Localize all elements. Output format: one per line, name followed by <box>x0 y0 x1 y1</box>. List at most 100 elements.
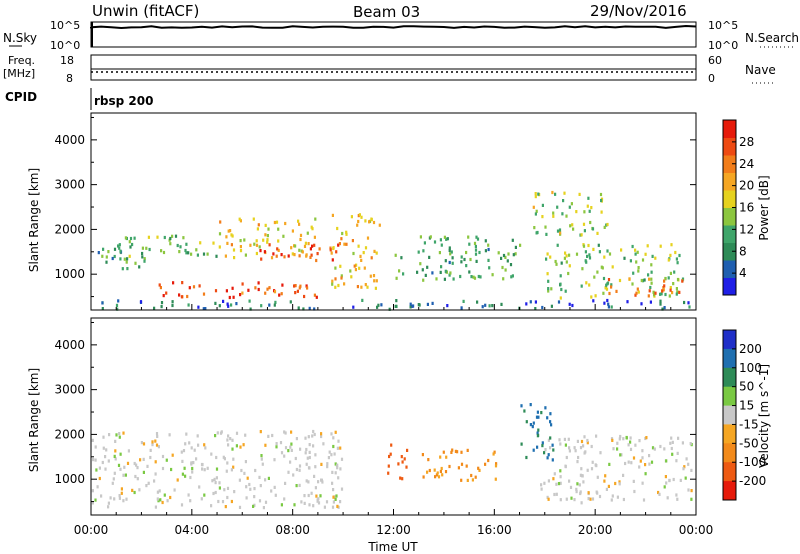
power-cell <box>546 252 549 256</box>
power-cell <box>529 300 532 304</box>
power-cell <box>249 243 252 247</box>
velocity-cell <box>389 452 392 456</box>
velocity-cell <box>590 444 593 449</box>
power-cell <box>179 245 182 249</box>
velocity-cell <box>604 474 607 478</box>
power-cell <box>532 205 535 209</box>
power-cell <box>280 292 283 296</box>
velocity-cell <box>618 480 621 484</box>
velocity-cell <box>283 454 286 458</box>
x-tick-label: 00:00 <box>679 523 714 537</box>
velocity-cell <box>300 500 303 504</box>
power-cell <box>585 281 588 285</box>
power-cell <box>214 301 217 305</box>
velocity-cell <box>541 441 544 445</box>
power-cell <box>290 246 293 250</box>
power-cell <box>232 248 236 252</box>
power-cell <box>514 252 517 256</box>
power-cell <box>641 258 645 262</box>
power-cell <box>673 270 676 274</box>
velocity-cell <box>565 497 568 501</box>
power-cell <box>660 292 663 296</box>
velocity-cell <box>244 433 247 437</box>
velocity-cell <box>204 446 207 450</box>
nave-tick-bottom: 0 <box>708 72 715 85</box>
power-cell <box>294 291 297 295</box>
velocity-cell <box>551 458 554 462</box>
velocity-cell <box>189 499 192 503</box>
power-cell <box>331 213 334 217</box>
power-cell <box>534 212 537 216</box>
power-cell <box>469 257 472 262</box>
power-cell <box>334 277 337 281</box>
y-tick-label: 1000 <box>54 472 85 486</box>
velocity-cell <box>584 450 587 454</box>
velocity-cell <box>157 445 160 449</box>
y-tick-label: 2000 <box>54 427 85 441</box>
power-cell <box>377 303 380 307</box>
velocity-cell <box>259 430 262 434</box>
colorbar-segment <box>723 462 736 482</box>
velocity-cell <box>290 442 293 446</box>
power-cell <box>303 244 307 248</box>
velocity-cell <box>233 490 236 494</box>
colorbar-segment <box>723 424 736 444</box>
velocity-cell <box>648 462 651 466</box>
velocity-cell <box>238 505 242 509</box>
power-cell <box>556 243 559 247</box>
power-cell <box>541 215 544 219</box>
power-cell <box>637 269 640 273</box>
velocity-cell <box>232 457 235 461</box>
velocity-cell <box>582 444 585 448</box>
velocity-cell <box>422 475 425 479</box>
velocity-cell <box>399 476 402 480</box>
power-cell <box>395 276 398 280</box>
velocity-cell <box>669 441 672 445</box>
power-cell <box>111 256 114 261</box>
power-cell <box>258 245 261 249</box>
colorbar-tick-label: 24 <box>739 157 754 171</box>
power-cell <box>360 285 363 289</box>
power-cell <box>187 303 190 307</box>
power-cell <box>675 257 678 261</box>
power-cell <box>331 282 334 286</box>
power-cell <box>465 264 468 268</box>
power-cell <box>586 254 589 258</box>
power-cell <box>282 234 285 238</box>
velocity-cell <box>203 468 206 472</box>
velocity-cell <box>397 462 400 466</box>
velocity-cell <box>191 470 194 474</box>
power-cell <box>185 242 188 246</box>
power-cell <box>274 300 277 304</box>
colorbar-tick-label: 28 <box>739 135 754 149</box>
velocity-cell <box>625 435 628 440</box>
power-cell <box>159 286 162 290</box>
velocity-cell <box>587 497 590 501</box>
velocity-cell <box>598 494 602 499</box>
velocity-cell <box>261 462 264 466</box>
velocity-cell <box>216 431 219 435</box>
velocity-cell <box>112 477 115 481</box>
velocity-cell <box>214 490 217 495</box>
velocity-cell <box>440 466 443 471</box>
power-cell <box>587 243 590 248</box>
velocity-cell <box>307 466 311 470</box>
velocity-cell <box>195 457 198 461</box>
power-cell <box>615 289 618 293</box>
velocity-cell <box>433 468 436 472</box>
power-cell <box>484 239 487 243</box>
velocity-cell <box>659 444 662 449</box>
power-cell <box>468 242 471 246</box>
velocity-cell <box>306 456 309 460</box>
power-cell <box>147 235 150 239</box>
power-cell <box>444 269 447 273</box>
power-cell <box>428 255 431 259</box>
power-cell <box>309 255 312 259</box>
y-tick-label: 2000 <box>54 222 85 236</box>
power-cell <box>378 223 381 227</box>
velocity-cell <box>191 466 194 471</box>
power-cell <box>558 228 562 232</box>
power-cell <box>372 274 376 278</box>
velocity-cell <box>134 474 137 479</box>
power-cell <box>134 261 137 265</box>
